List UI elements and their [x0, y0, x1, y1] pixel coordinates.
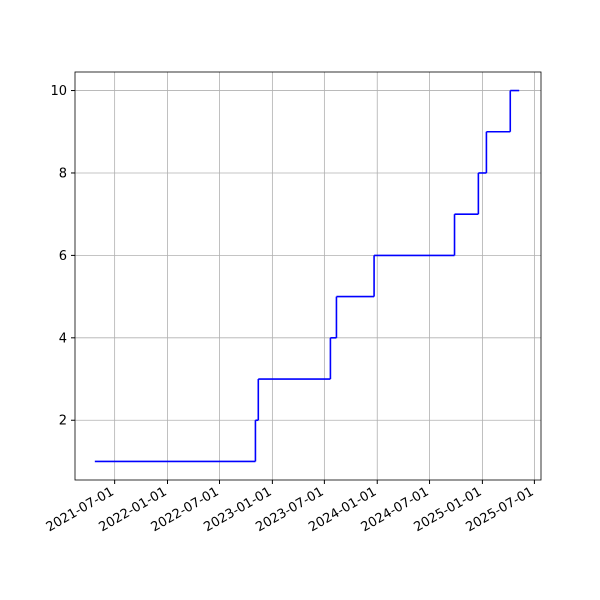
plot-frame: [74, 71, 542, 481]
y-tick-label: 10: [50, 84, 67, 99]
y-tick-label: 2: [59, 414, 67, 429]
y-tick-label: 4: [59, 331, 67, 346]
y-tick-label: 8: [59, 166, 67, 181]
y-tick-label: 6: [59, 249, 67, 264]
